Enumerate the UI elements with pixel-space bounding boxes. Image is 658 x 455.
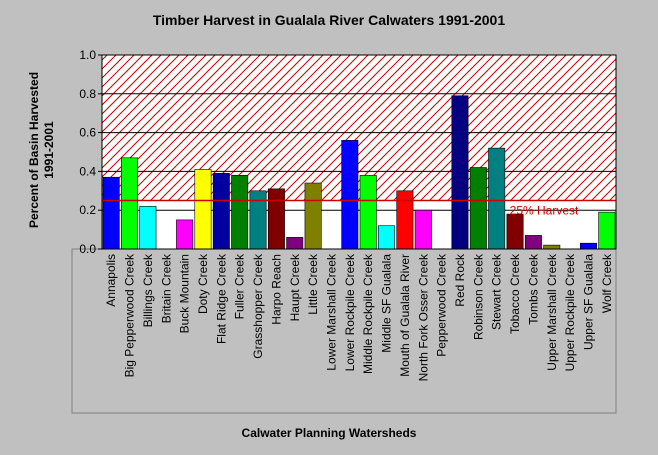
bar-3 xyxy=(139,206,157,250)
threshold-label: 25% Harvest xyxy=(510,204,579,218)
bar-9 xyxy=(249,190,267,250)
x-tick-label: Upper SF Gualala xyxy=(581,254,595,350)
bar-1 xyxy=(102,176,120,250)
x-tick-label: Middle Rockpile Creek xyxy=(361,253,375,374)
x-tick-label: Pepperwood Creek xyxy=(435,253,449,357)
x-tick-label: Fuller Creek xyxy=(233,253,247,319)
bar-24 xyxy=(524,235,542,250)
x-tick-label: Red Rock xyxy=(453,253,467,307)
x-tick-label: Upper Rockpile Creek xyxy=(563,253,577,371)
x-tick-label: Grasshopper Creek xyxy=(251,253,265,359)
x-tick-label: North Fork Osser Creek xyxy=(416,253,430,381)
x-tick-label: Middle SF Gualala xyxy=(380,254,394,353)
bar-22 xyxy=(488,147,506,250)
y-tick-label: 0.2 xyxy=(79,203,96,217)
y-tick-label: 0.0 xyxy=(79,242,96,256)
chart-title: Timber Harvest in Gualala River Calwater… xyxy=(152,12,506,28)
bar-15 xyxy=(359,174,377,250)
bar-25 xyxy=(543,244,561,250)
x-tick-label: Lower Rockpile Creek xyxy=(343,253,357,371)
x-axis-label: Calwater Planning Watersheds xyxy=(241,426,417,440)
bar-16 xyxy=(378,225,396,250)
bar-11 xyxy=(286,237,304,250)
y-tick-label: 0.4 xyxy=(79,164,96,178)
x-tick-label: Mouth of Gualala River xyxy=(398,254,412,377)
bar-17 xyxy=(396,190,414,250)
bar-27 xyxy=(579,242,597,250)
y-tick-label: 1.0 xyxy=(79,48,96,62)
plot-frame xyxy=(101,54,617,250)
bar-5 xyxy=(176,219,194,250)
x-tick-label: Wolf Creek xyxy=(600,253,614,313)
bar-12 xyxy=(304,182,322,250)
x-tick-label: Flat Ridge Creek xyxy=(214,253,228,344)
label-panel xyxy=(71,248,617,414)
bar-28 xyxy=(598,211,616,250)
harvest-hatch-region xyxy=(102,55,616,201)
x-tick-label: Harpo Reach xyxy=(269,254,283,325)
x-tick-label: Upper Marshall Creek xyxy=(545,253,559,371)
x-tick-label: Robinson Creek xyxy=(471,253,485,340)
bar-8 xyxy=(231,174,249,250)
bar-14 xyxy=(341,140,359,250)
x-tick-label: Lower Marshall Creek xyxy=(324,253,338,371)
bar-21 xyxy=(469,167,487,250)
bar-10 xyxy=(267,188,285,250)
x-tick-label: Big Pepperwood Creek xyxy=(123,253,137,377)
x-tick-label: Haupt Creek xyxy=(288,253,302,321)
x-tick-label: Tombs Creek xyxy=(526,253,540,325)
x-tick-label: Little Creek xyxy=(306,253,320,315)
bar-18 xyxy=(414,209,432,250)
y-tick-label: 0.8 xyxy=(79,87,96,101)
x-tick-label: Buck Mountain xyxy=(178,254,192,333)
bar-20 xyxy=(451,95,469,250)
bar-6 xyxy=(194,169,212,250)
bar-23 xyxy=(506,213,524,250)
x-tick-label: Tobacco Creek xyxy=(508,253,522,334)
bar-2 xyxy=(121,157,139,250)
x-tick-label: Billings Creek xyxy=(141,253,155,327)
bar-7 xyxy=(212,173,230,250)
x-tick-label: Stewart Creek xyxy=(490,253,504,330)
x-tick-label: Doty Creek xyxy=(196,253,210,314)
y-tick-label: 0.6 xyxy=(79,126,96,140)
x-tick-label: Britain Creek xyxy=(159,253,173,323)
x-tick-label: Annapolis xyxy=(104,254,118,307)
